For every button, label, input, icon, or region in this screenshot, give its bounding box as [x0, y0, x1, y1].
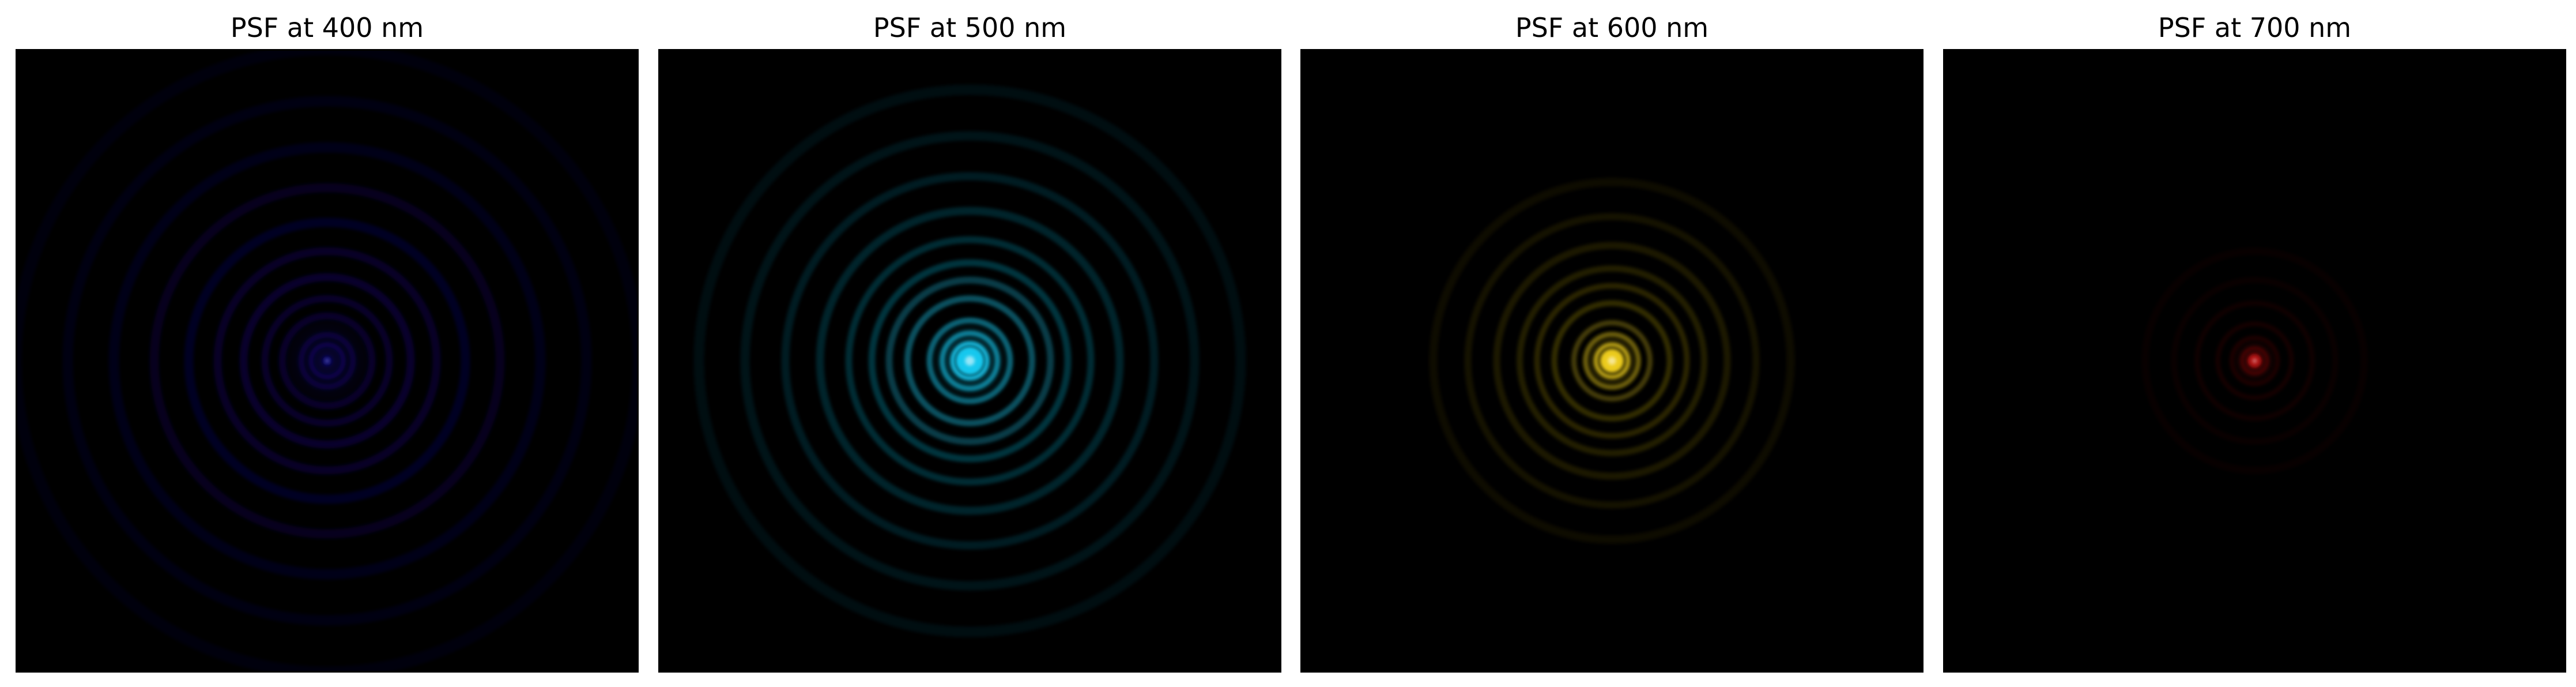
airy-ring: [239, 273, 415, 449]
airy-ring: [740, 131, 1200, 591]
panel-title: PSF at 400 nm: [230, 12, 424, 43]
psf-pattern-700nm: [1945, 51, 2564, 671]
airy-ring: [278, 312, 376, 410]
airy-ring: [213, 247, 441, 475]
airy-ring: [2171, 277, 2339, 445]
airy-ring: [1493, 242, 1731, 480]
psf-pattern-600nm: [1302, 51, 1922, 671]
panel-title: PSF at 700 nm: [2158, 12, 2352, 43]
psf-panel-500nm: PSF at 500 nm: [658, 0, 1281, 687]
airy-ring: [184, 217, 470, 504]
airy-ring: [1534, 283, 1690, 439]
airy-ring: [261, 295, 393, 427]
airy-ring: [2215, 321, 2294, 400]
airy-ring: [1464, 213, 1760, 509]
airy-ring: [62, 96, 592, 626]
panel-title: PSF at 500 nm: [873, 12, 1067, 43]
airy-ring: [1517, 265, 1707, 456]
psf-image-600nm: [1300, 49, 1923, 673]
airy-ring: [1429, 178, 1795, 544]
psf-peak-highlight: [325, 359, 329, 363]
airy-ring: [868, 259, 1072, 463]
airy-ring: [308, 342, 346, 380]
airy-ring: [2230, 336, 2280, 386]
psf-image-500nm: [658, 49, 1281, 673]
airy-ring: [926, 317, 1013, 404]
airy-ring: [1594, 343, 1630, 379]
psf-peak-highlight: [965, 356, 975, 366]
psf-pattern-500nm: [660, 51, 1280, 671]
psf-image-400nm: [16, 49, 639, 673]
psf-peak-highlight: [2252, 358, 2257, 363]
psf-panel-600nm: PSF at 600 nm: [1300, 0, 1923, 687]
psf-panel-700nm: PSF at 700 nm: [1943, 0, 2566, 687]
psf-peak-highlight: [1608, 356, 1616, 365]
airy-ring: [904, 295, 1035, 426]
airy-ring: [108, 142, 546, 580]
airy-ring: [1571, 320, 1653, 401]
psf-image-700nm: [1943, 49, 2566, 673]
airy-ring: [885, 276, 1054, 445]
airy-ring: [845, 236, 1095, 486]
airy-ring: [2240, 346, 2269, 376]
airy-ring: [298, 332, 356, 390]
airy-ring: [781, 172, 1159, 550]
airy-ring: [693, 84, 1246, 637]
airy-ring: [1551, 300, 1673, 422]
airy-ring: [1583, 332, 1641, 390]
airy-ring: [950, 341, 990, 381]
airy-ring: [149, 183, 505, 539]
psf-pattern-400nm: [17, 51, 637, 671]
airy-ring: [940, 331, 1000, 391]
airy-ring: [816, 207, 1124, 515]
panel-title: PSF at 600 nm: [1515, 12, 1709, 43]
airy-ring: [2194, 301, 2315, 421]
psf-panel-400nm: PSF at 400 nm: [16, 0, 639, 687]
